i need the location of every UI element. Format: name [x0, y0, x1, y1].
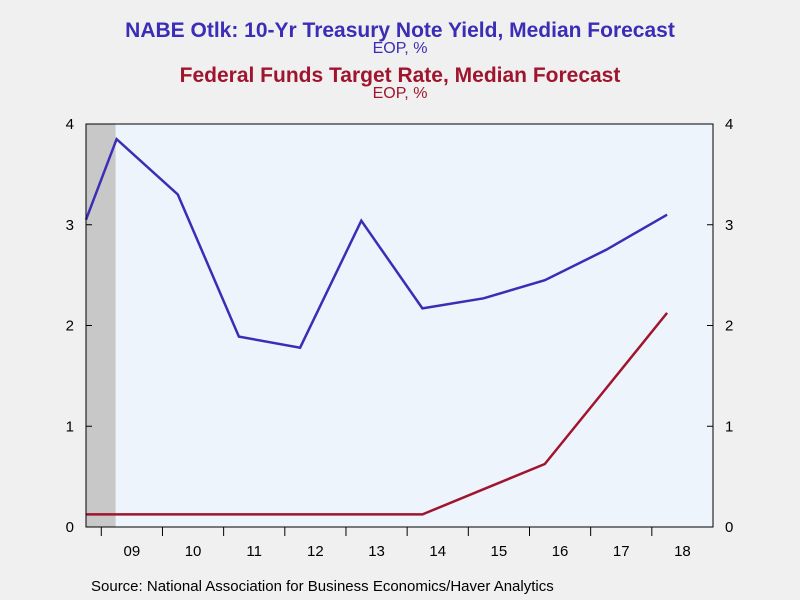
source-note: Source: National Association for Busines…	[91, 578, 554, 595]
y-tick-label-left: 1	[66, 418, 74, 435]
x-axis: 09 10 11 12 13 14 15 16 17 18	[100, 527, 691, 560]
series-group	[84, 136, 669, 516]
y-tick-label-left: 4	[66, 116, 74, 133]
chart-subtitle: EOP, %	[372, 40, 428, 57]
x-tick-label: 11	[246, 543, 262, 560]
plot-frame	[85, 123, 714, 528]
y-tick-label-right: 1	[725, 418, 733, 435]
y-tick-label-right: 3	[725, 217, 733, 234]
x-tick-label: 15	[491, 543, 508, 560]
chart-title: NABE Otlk: 10-Yr Treasury Note Yield, Me…	[125, 19, 675, 42]
x-tick-label: 13	[368, 543, 385, 560]
y-tick-label-right: 2	[725, 318, 733, 335]
series-line-fed-funds	[86, 312, 669, 516]
x-tick-label: 14	[429, 543, 446, 560]
x-tick-label: 10	[185, 543, 202, 560]
y-tick-label-right: 0	[725, 519, 733, 536]
chart-subtitle-2: EOP, %	[372, 85, 428, 102]
x-tick-label: 12	[307, 543, 324, 560]
y-tick-label-left: 0	[66, 519, 74, 536]
series-line-treasury	[84, 136, 668, 350]
y-tick-label-left: 3	[66, 217, 74, 234]
y-tick-label-right: 4	[725, 116, 733, 133]
y-tick-label-left: 2	[66, 318, 74, 335]
plot-area	[86, 124, 713, 527]
x-tick-label: 09	[124, 543, 141, 560]
x-tick-label: 17	[613, 543, 630, 560]
chart-title-2: Federal Funds Target Rate, Median Foreca…	[179, 64, 621, 87]
x-tick-label: 16	[552, 543, 569, 560]
x-tick-label: 18	[674, 543, 691, 560]
